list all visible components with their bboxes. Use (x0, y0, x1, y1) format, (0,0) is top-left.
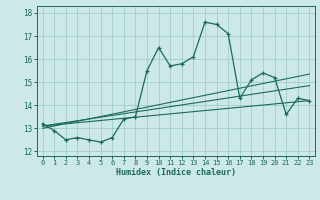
X-axis label: Humidex (Indice chaleur): Humidex (Indice chaleur) (116, 168, 236, 177)
